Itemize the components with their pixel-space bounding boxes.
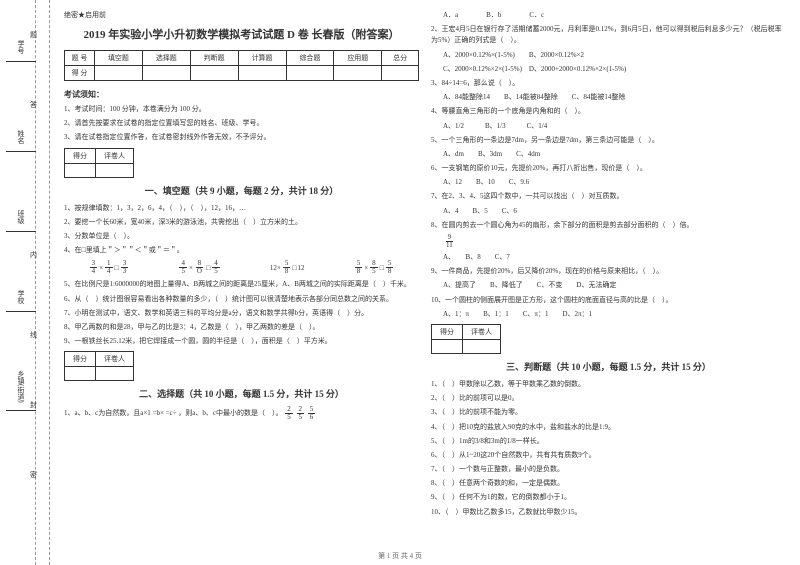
question-item: 6、（ ）从1~20这20个自然数中，共有共有质数9个。 — [431, 450, 786, 461]
question-item: 4、（ ）把10克的盐放入90克的水中，盐和盐水的比是1:9。 — [431, 422, 786, 433]
seal-marker: 答 — [30, 100, 37, 110]
option-line: A、2000×0.12%×(1-5%) B、2000×0.12%×2 — [431, 50, 786, 61]
exam-page: 学号 姓名 班级 学校 乡镇(街道) 题 答 内 线 封 密 绝密★启用前 20… — [0, 0, 800, 565]
score-table: 题 号 填空题 选择题 判断题 计算题 综合题 应用题 总分 得 分 — [64, 50, 419, 81]
option-line: C、2000×0.12%×2×(1-5%) D、2000+2000×0.12%×… — [431, 64, 786, 75]
option-line: A．a B．b C．c — [431, 10, 786, 21]
question-item: 2、王宏4月5日在银行存了活期储蓄2000元，月利率是0.12%，到6月5日，他… — [431, 24, 786, 46]
question-item: 3、（ ）比的前项不能为零。 — [431, 407, 786, 418]
right-column: A．a B．b C．c 2、王宏4月5日在银行存了活期储蓄2000元，月利率是0… — [425, 10, 792, 560]
seal-marker: 封 — [30, 400, 37, 410]
question-item: 9、一根铁丝长25.12米，把它焊接成一个圆，圆的半径是（ ），面积是（ ）平方… — [64, 336, 419, 347]
question-item: 5、在比例尺是1:6000000的地图上量得A、B两城之间的距离是25厘米，A、… — [64, 279, 419, 290]
fraction-row: 34×14□33 45×8O□45 12×58□12 58×85□58 — [64, 260, 419, 275]
binding-margin: 学号 姓名 班级 学校 乡镇(街道) 题 答 内 线 封 密 — [0, 0, 50, 565]
class-label: 班级 — [6, 210, 36, 232]
page-footer: 第 1 页 共 4 页 — [0, 551, 800, 561]
section-3-title: 三、判断题（共 10 小题，每题 1.5 分，共计 15 分） — [431, 360, 786, 373]
student-id-label: 学号 — [6, 40, 36, 62]
seal-marker: 内 — [30, 250, 37, 260]
option-line: A、12 B、10 C、9.6 — [431, 177, 786, 188]
table-row: 题 号 填空题 选择题 判断题 计算题 综合题 应用题 总分 — [65, 51, 419, 66]
question-item: 6、一支钢笔的原价10元，先提价20%，再打八折出售，现价是（ ）。 — [431, 163, 786, 174]
question-item: 10、（ ）甲数比乙数多15，乙数就比甲数少15。 — [431, 507, 786, 518]
grader-table: 得分评卷人 — [431, 324, 501, 354]
question-item: 2、要挖一个长60米，宽40米，深3米的游泳池，共需挖出（ ）立方米的土。 — [64, 217, 419, 228]
grader-table: 得分评卷人 — [64, 148, 134, 178]
content-area: 绝密★启用前 2019 年实验小学小升初数学模拟考试试题 D 卷 长春版（附答案… — [50, 0, 800, 565]
question-item: 8、在圆内剪去一个圆心角为45的扇形，余下部分的面积是剪去部分面积的（ ）倍。 — [431, 220, 786, 231]
school-label: 学校 — [6, 290, 36, 312]
option-line: A、1：π B、1：1 C、π：1 D、2π：1 — [431, 309, 786, 320]
grader-table: 得分评卷人 — [64, 351, 134, 381]
question-item: 8、甲乙两数的和是28，甲与乙的比是3：4，乙数是（ ），甲乙两数的差是（ ）。 — [64, 322, 419, 333]
question-item: 4、等腰直角三角形的一个底角是内角和的（ ）。 — [431, 106, 786, 117]
confidential-note: 绝密★启用前 — [64, 10, 419, 20]
notice-item: 2、请首先按要求在试卷的指定位置填写您的姓名、班级、学号。 — [64, 118, 419, 129]
question-item: 7、在2、3、4、5这四个数中，一共可以找出（ ）对互质数。 — [431, 191, 786, 202]
exam-title: 2019 年实验小学小升初数学模拟考试试题 D 卷 长春版（附答案） — [64, 26, 419, 42]
notice-heading: 考试须知： — [64, 89, 419, 100]
question-item: 6、从（ ）统计图很容易看出各种数量的多少，（ ）统计图可以很清楚地表示各部分同… — [64, 294, 419, 305]
section-1-title: 一、填空题（共 9 小题，每题 2 分，共计 18 分） — [64, 184, 419, 197]
left-column: 绝密★启用前 2019 年实验小学小升初数学模拟考试试题 D 卷 长春版（附答案… — [58, 10, 425, 560]
fraction-display: 911 — [431, 234, 786, 249]
table-row: 得 分 — [65, 66, 419, 81]
question-item: 7、（ ）一个数与正整数，最小的是负数。 — [431, 464, 786, 475]
seal-marker: 题 — [30, 30, 37, 40]
question-item: 8、（ ）任意两个奇数的和，一定是偶数。 — [431, 478, 786, 489]
question-item: 3、分数单位是（ ）。 — [64, 231, 419, 242]
question-item: 10、一个圆柱的侧面展开图是正方形，这个圆柱的底面直径与高的比是（ ）。 — [431, 295, 786, 306]
question-item: 9、（ ）任何不为1的数，它的倒数都小于1。 — [431, 492, 786, 503]
question-item: 5、一个三角形的一条边是7dm，另一条边是7dm，第三条边可能是（ ）。 — [431, 135, 786, 146]
question-item: 1、按规律填数：1，3，2，6，4，（ ），（ ），12，16，… — [64, 203, 419, 214]
question-item: 1、（ ）甲数除以乙数，等于甲数乘乙数的倒数。 — [431, 379, 786, 390]
option-line: A、 B、8 C、7 — [431, 252, 786, 263]
question-item: 7、小明在测试中，语文、数学和英语三科的平均分是a分，语文和数学共得b分，英语得… — [64, 308, 419, 319]
option-line: A、1/2 B、1/3 C、1/4 — [431, 121, 786, 132]
question-item: 2、（ ）比的前项可以是0。 — [431, 393, 786, 404]
option-line: A、提高了 B、降低了 C、不变 D、无法确定 — [431, 280, 786, 291]
option-line: A、84能整除14 B、14能被84整除 C、84能被14整除 — [431, 92, 786, 103]
row-label: 题 号 — [65, 51, 95, 66]
notice-item: 3、请在试卷指定位置作答，在试卷密封线外作答无效，不予评分。 — [64, 132, 419, 143]
option-line: A、dm B、3dm C、4dm — [431, 149, 786, 160]
question-item: 3、84÷14=6，那么说（ ）。 — [431, 78, 786, 89]
seal-marker: 密 — [30, 470, 37, 480]
row-label: 得 分 — [65, 66, 95, 81]
option-line: A、4 B、5 C、6 — [431, 206, 786, 217]
notice-item: 1、考试时间：100 分钟，本卷满分为 100 分。 — [64, 104, 419, 115]
question-item: 9、一件商品，先提价20%，后又降价20%，现在的价格与原来相比，（ ）。 — [431, 266, 786, 277]
question-item: 1、a、b、c为自然数，且a×1 =b× =c÷ ，则a、b、c中最小的数是（ … — [64, 406, 419, 421]
question-item: 5、（ ）1m的3/8和3m的1/8一样长。 — [431, 436, 786, 447]
name-label: 姓名 — [6, 130, 36, 152]
question-item: 4、在□里填上＂＞＂＂＜＂或＂＝＂。 — [64, 245, 419, 256]
seal-marker: 线 — [30, 330, 37, 340]
section-2-title: 二、选择题（共 10 小题，每题 1.5 分，共计 15 分） — [64, 387, 419, 400]
fold-line — [35, 0, 36, 565]
